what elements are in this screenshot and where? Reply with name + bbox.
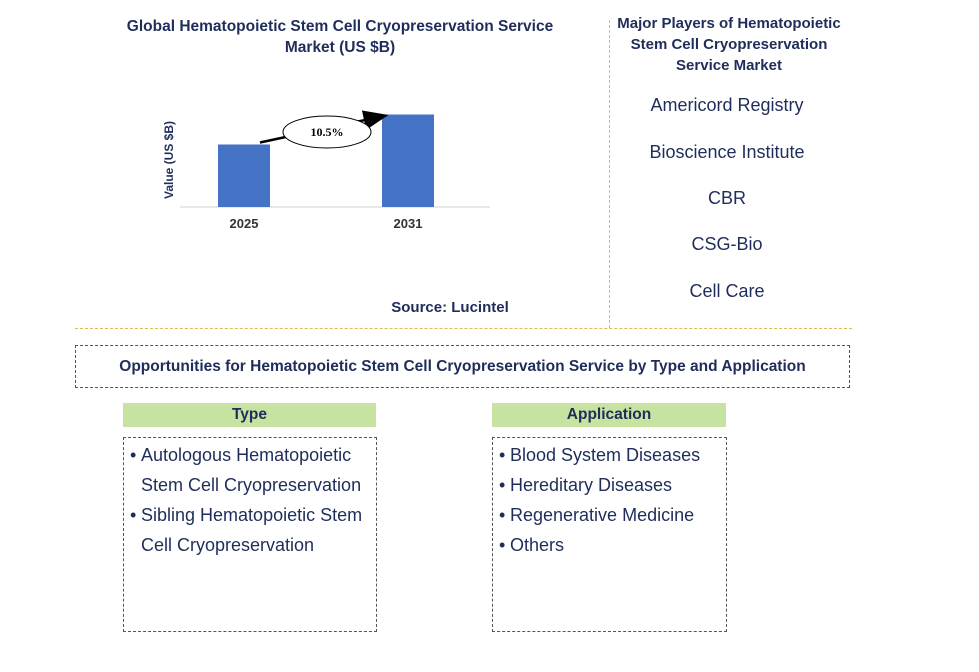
type-list: Autologous Hematopoietic Stem Cell Cryop… xyxy=(128,440,372,560)
type-item: Autologous Hematopoietic Stem Cell Cryop… xyxy=(128,440,372,500)
player-item: Cell Care xyxy=(689,281,765,301)
application-item: Hereditary Diseases xyxy=(497,470,722,500)
players-title: Major Players of Hematopoietic Stem Cell… xyxy=(617,15,841,74)
application-list-box: Blood System Diseases Hereditary Disease… xyxy=(492,437,727,632)
bar-2031 xyxy=(382,114,434,207)
player-item: Bioscience Institute xyxy=(649,142,805,162)
type-heading-text: Type xyxy=(231,406,268,423)
chart-title: Global Hematopoietic Stem Cell Cryoprese… xyxy=(126,18,554,56)
player-item: CBR xyxy=(707,188,746,208)
player-item: Americord Registry xyxy=(650,95,804,115)
application-item: Blood System Diseases xyxy=(497,440,722,470)
vertical-divider xyxy=(609,20,610,328)
horizontal-divider xyxy=(75,328,852,329)
application-item: Others xyxy=(497,530,722,560)
x-tick-label: 2031 xyxy=(394,216,423,231)
application-item: Regenerative Medicine xyxy=(497,500,722,530)
source-note: Source: Lucintel xyxy=(391,299,509,316)
growth-rate-label: 10.5% xyxy=(311,125,344,139)
type-heading: Type xyxy=(123,403,376,427)
application-list: Blood System Diseases Hereditary Disease… xyxy=(497,440,722,560)
opportunities-title: Opportunities for Hematopoietic Stem Cel… xyxy=(75,345,850,388)
growth-rate-ellipse xyxy=(282,115,372,149)
bar-2025 xyxy=(218,144,270,207)
player-item: CSG-Bio xyxy=(691,234,763,254)
x-tick-label: 2025 xyxy=(230,216,259,231)
opportunities-title-text: Opportunities for Hematopoietic Stem Cel… xyxy=(119,357,806,375)
y-axis-label: Value (US $B) xyxy=(162,121,176,199)
bar-chart: Value (US $B) 2025 2031 10.5% xyxy=(162,110,490,231)
type-list-box: Autologous Hematopoietic Stem Cell Cryop… xyxy=(123,437,377,632)
application-heading-text: Application xyxy=(566,406,652,423)
type-item: Sibling Hematopoietic Stem Cell Cryopres… xyxy=(128,500,372,560)
application-heading: Application xyxy=(492,403,726,427)
